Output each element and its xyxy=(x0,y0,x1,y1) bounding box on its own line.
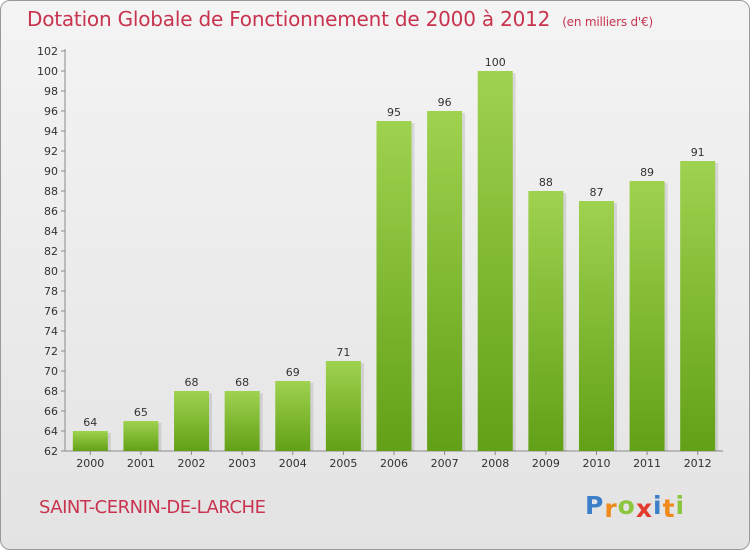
commune-name: SAINT-CERNIN-DE-LARCHE xyxy=(39,497,266,518)
chart-title-text: Dotation Globale de Fonctionnement de 20… xyxy=(27,7,551,31)
logo-letter: o xyxy=(617,491,636,520)
bar-value-label: 89 xyxy=(640,166,654,179)
x-tick-label: 2007 xyxy=(431,457,459,470)
bar-value-label: 68 xyxy=(185,376,199,389)
y-tick-label: 78 xyxy=(44,285,58,298)
bar-value-label: 88 xyxy=(539,176,553,189)
bar xyxy=(477,71,513,451)
x-tick-label: 2009 xyxy=(532,457,560,470)
x-tick-label: 2012 xyxy=(684,457,712,470)
x-tick-label: 2005 xyxy=(329,457,357,470)
bar-value-label: 91 xyxy=(691,146,705,159)
logo-letter: P xyxy=(585,491,605,520)
x-tick-label: 2003 xyxy=(228,457,256,470)
x-tick-label: 2000 xyxy=(76,457,104,470)
bar-value-label: 96 xyxy=(438,96,452,109)
bar-value-label: 95 xyxy=(387,106,401,119)
y-tick-label: 64 xyxy=(44,425,58,438)
bar xyxy=(680,161,716,451)
bar-value-label: 100 xyxy=(485,56,506,69)
bar-value-label: 69 xyxy=(286,366,300,379)
y-tick-label: 72 xyxy=(44,345,58,358)
bar xyxy=(123,421,159,451)
x-tick-label: 2004 xyxy=(279,457,307,470)
bar-value-label: 64 xyxy=(83,416,97,429)
bar xyxy=(325,361,361,451)
bar xyxy=(528,191,564,451)
x-tick-label: 2006 xyxy=(380,457,408,470)
chart-title: Dotation Globale de Fonctionnement de 20… xyxy=(27,7,653,31)
y-tick-label: 98 xyxy=(44,85,58,98)
bar xyxy=(275,381,311,451)
y-tick-label: 90 xyxy=(44,165,58,178)
bar xyxy=(224,391,260,451)
chart-unit: (en milliers d'€) xyxy=(562,15,653,29)
y-tick-label: 80 xyxy=(44,265,58,278)
y-tick-label: 96 xyxy=(44,105,58,118)
y-tick-label: 74 xyxy=(44,325,58,338)
y-tick-label: 102 xyxy=(37,45,58,58)
bar-value-label: 87 xyxy=(589,186,603,199)
logo-letter: x xyxy=(635,494,653,523)
y-tick-label: 86 xyxy=(44,205,58,218)
bar xyxy=(72,431,108,451)
x-tick-label: 2008 xyxy=(481,457,509,470)
y-tick-label: 100 xyxy=(37,65,58,78)
y-tick-label: 94 xyxy=(44,125,58,138)
bar xyxy=(174,391,210,451)
y-tick-label: 70 xyxy=(44,365,58,378)
bar xyxy=(427,111,463,451)
x-tick-label: 2010 xyxy=(582,457,610,470)
y-tick-label: 92 xyxy=(44,145,58,158)
y-tick-label: 88 xyxy=(44,185,58,198)
x-tick-label: 2011 xyxy=(633,457,661,470)
y-tick-label: 84 xyxy=(44,225,58,238)
bar xyxy=(578,201,614,451)
logo-letter: i xyxy=(653,491,663,520)
logo-letter: i xyxy=(675,491,686,520)
logo-letter: r xyxy=(604,494,618,523)
proxiti-logo: Proxiti xyxy=(585,491,685,525)
y-tick-label: 82 xyxy=(44,245,58,258)
bar-value-label: 65 xyxy=(134,406,148,419)
bar-value-label: 68 xyxy=(235,376,249,389)
y-tick-label: 68 xyxy=(44,385,58,398)
x-tick-label: 2001 xyxy=(127,457,155,470)
x-tick-label: 2002 xyxy=(178,457,206,470)
bar xyxy=(376,121,412,451)
logo-letter: t xyxy=(662,494,676,523)
bar xyxy=(629,181,665,451)
y-tick-label: 66 xyxy=(44,405,58,418)
y-tick-label: 76 xyxy=(44,305,58,318)
bar-value-label: 71 xyxy=(336,346,350,359)
y-tick-label: 62 xyxy=(44,445,58,458)
